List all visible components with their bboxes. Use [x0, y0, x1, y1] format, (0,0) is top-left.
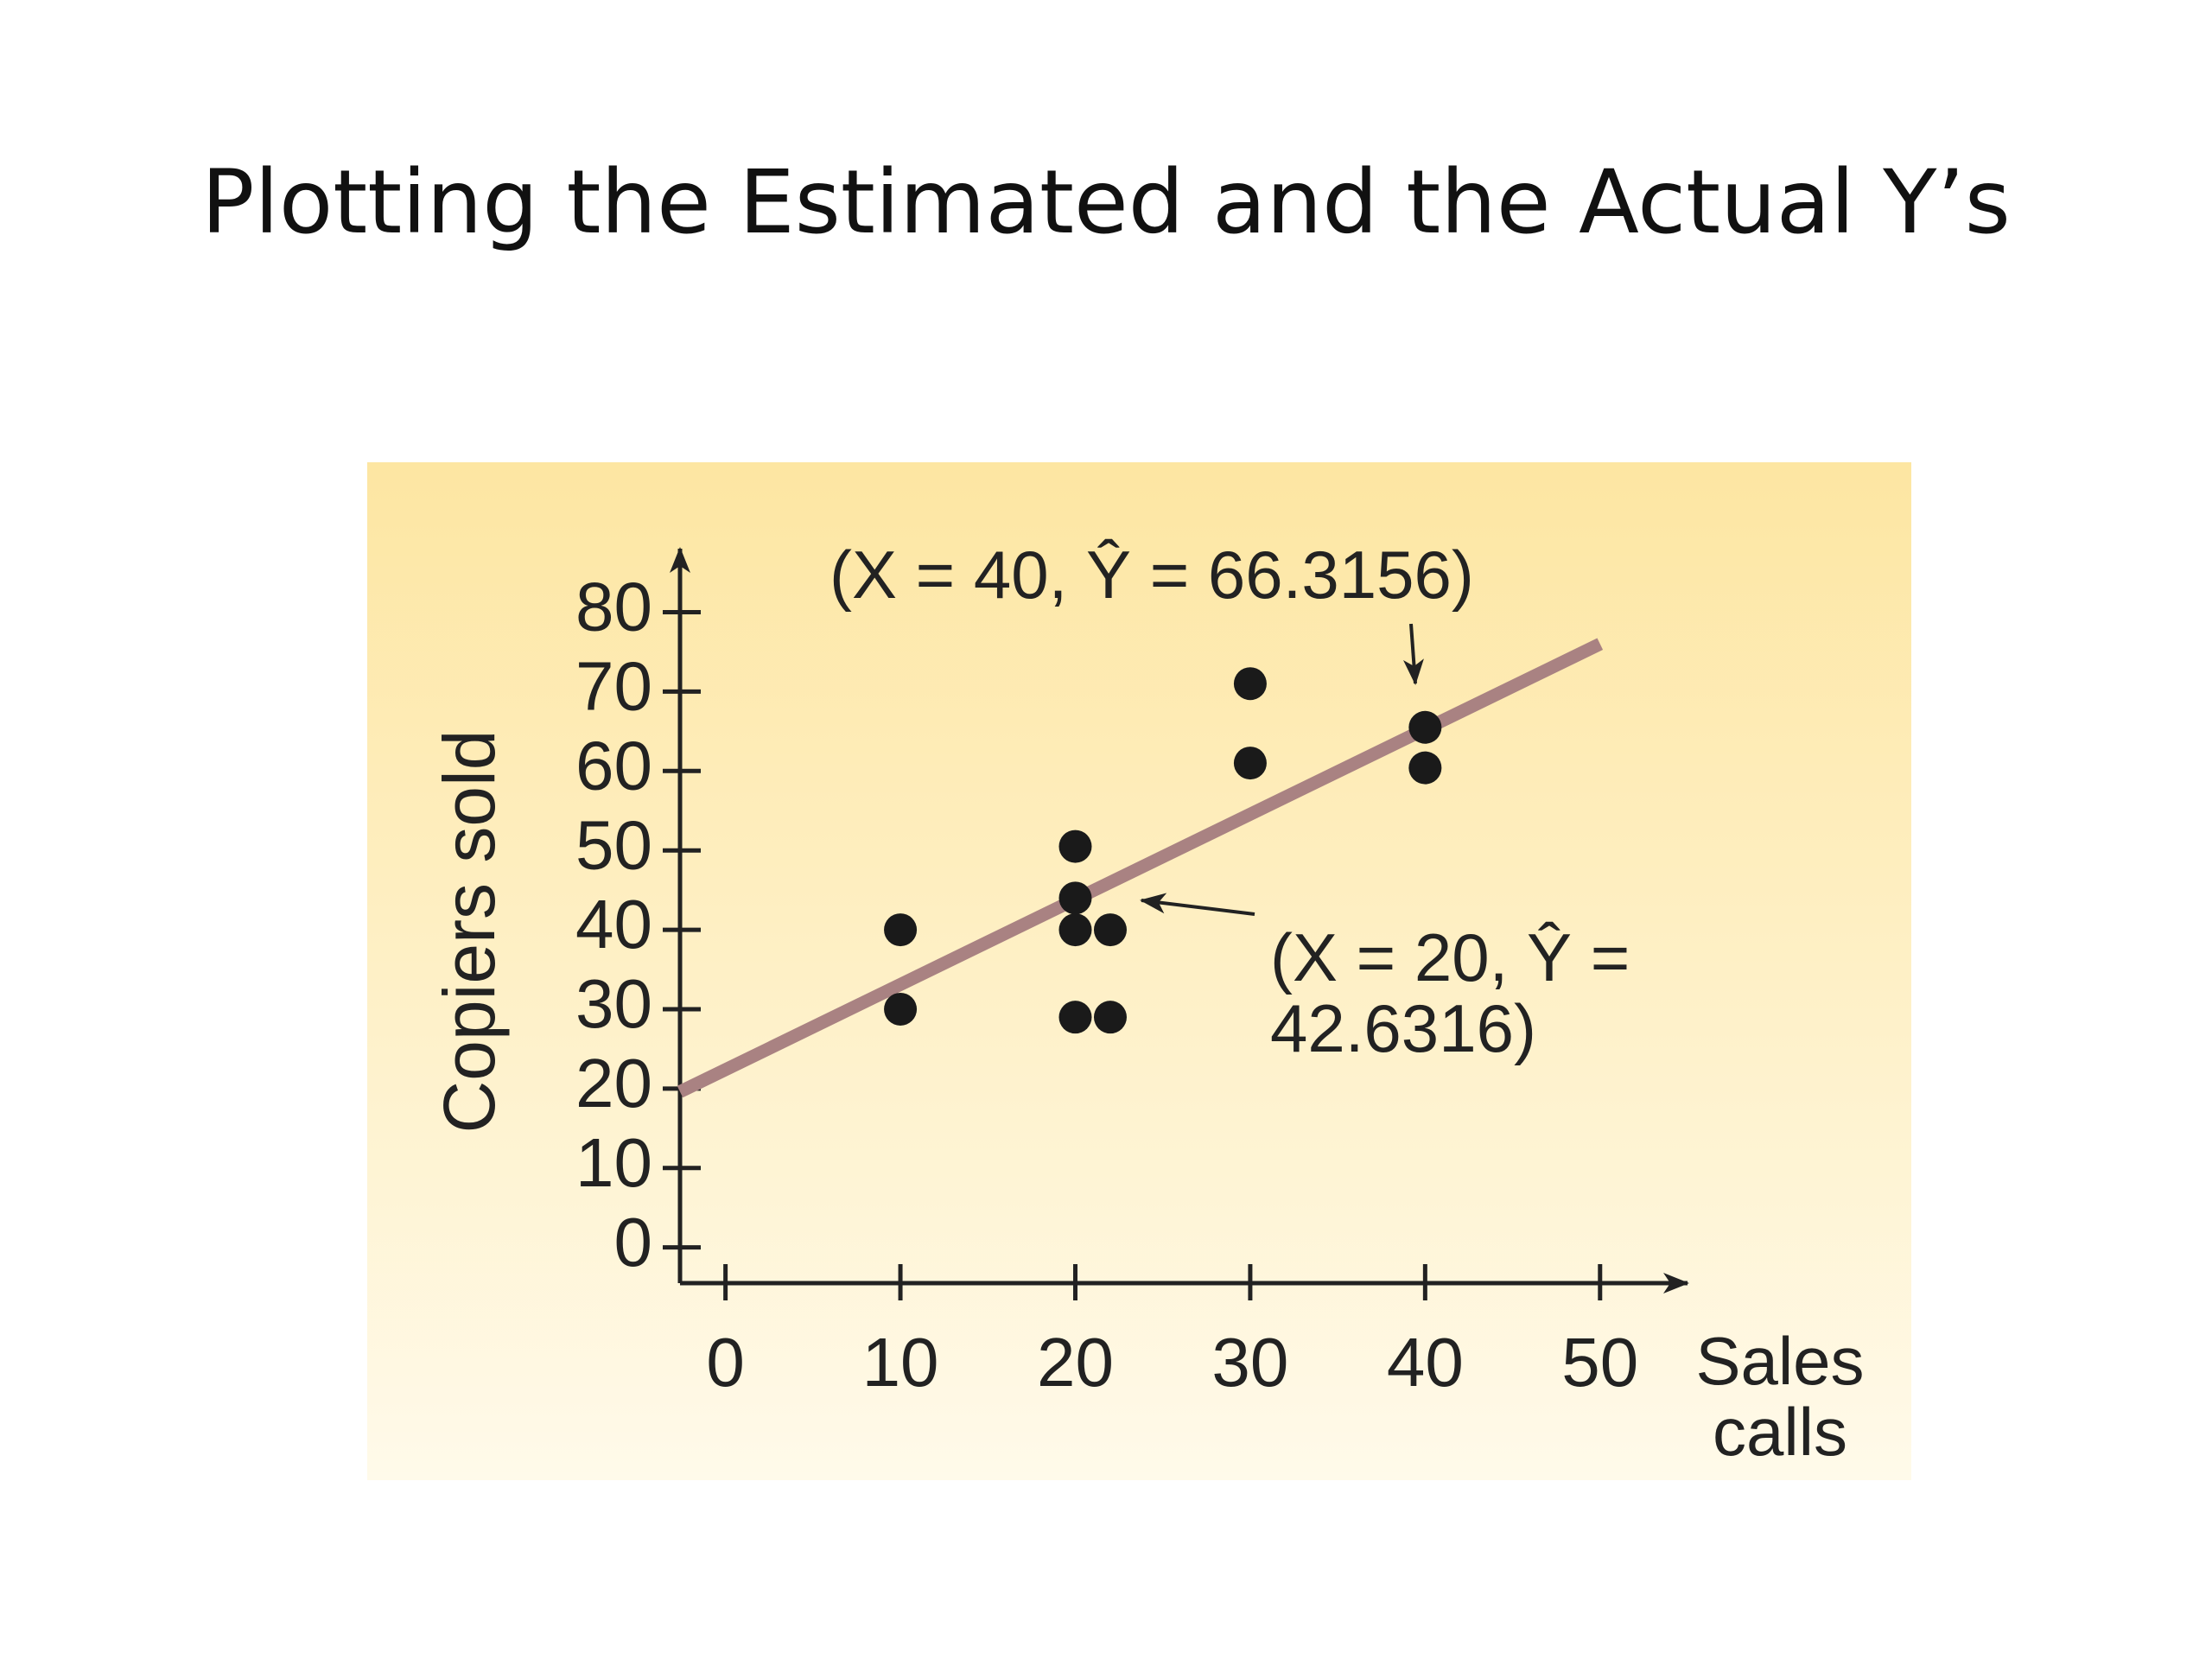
y-tick-label: 10 [575, 1124, 652, 1201]
data-point [1058, 1001, 1092, 1034]
x-tick-label: 40 [1387, 1324, 1464, 1401]
data-point [884, 992, 918, 1026]
data-point [1408, 751, 1442, 785]
y-tick-label: 60 [575, 727, 652, 804]
annotation-arrow [1140, 893, 1255, 916]
chart-panel [367, 462, 1911, 1480]
x-tick-label: 0 [706, 1324, 745, 1401]
slide-title: Plotting the Estimated and the Actual Y’… [201, 151, 2011, 254]
x-tick-label: 30 [1211, 1324, 1288, 1401]
data-point [1233, 667, 1267, 701]
y-tick-label: 70 [575, 648, 652, 725]
y-tick-label: 40 [575, 886, 652, 963]
x-tick-label: 20 [1037, 1324, 1114, 1401]
y-tick-label: 0 [614, 1204, 653, 1281]
x-axis-label: Sales calls [1695, 1323, 1865, 1470]
y-axis-label: Copiers sold [429, 730, 510, 1134]
x-tick-label: 50 [1561, 1324, 1638, 1401]
data-point [1408, 710, 1442, 744]
x-tick-label: 10 [862, 1324, 939, 1401]
data-point [1233, 747, 1267, 780]
y-tick-label: 50 [575, 806, 652, 883]
y-tick-label: 80 [575, 569, 652, 645]
data-point [1058, 830, 1092, 863]
annotation: (X = 20, Ŷ = 42.6316) [1270, 919, 1630, 1066]
data-point [1093, 1001, 1127, 1034]
data-point [884, 913, 918, 947]
data-point [1058, 913, 1092, 947]
y-tick-label: 20 [575, 1045, 652, 1122]
y-tick-label: 30 [575, 965, 652, 1042]
annotation: (X = 40, Ŷ = 66.3156) [830, 537, 1474, 613]
data-point [1093, 913, 1127, 947]
fit-line [677, 638, 1604, 1098]
annotation-arrow [1403, 623, 1424, 685]
data-point [1058, 881, 1092, 915]
